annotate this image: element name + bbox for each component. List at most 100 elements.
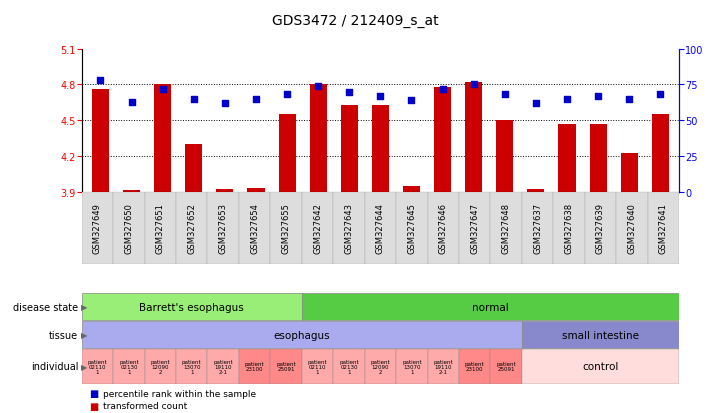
Point — [95, 78, 106, 84]
Text: ■: ■ — [89, 389, 98, 399]
Bar — [113, 349, 144, 384]
Bar — [239, 349, 270, 384]
Text: patient
23100: patient 23100 — [245, 361, 264, 372]
Bar — [113, 192, 144, 264]
Text: GSM327640: GSM327640 — [627, 203, 636, 254]
Text: patient
13070
1: patient 13070 1 — [402, 359, 422, 374]
Bar — [434, 88, 451, 192]
Bar — [208, 349, 239, 384]
Bar — [396, 192, 427, 264]
Text: patient
23100: patient 23100 — [465, 361, 484, 372]
Text: ■: ■ — [89, 401, 98, 411]
Bar — [589, 124, 606, 192]
Text: GSM327644: GSM327644 — [376, 203, 385, 254]
Text: Barrett's esophagus: Barrett's esophagus — [139, 302, 244, 312]
Bar — [309, 85, 327, 192]
Point — [375, 93, 386, 100]
Text: ▶: ▶ — [81, 302, 87, 311]
Bar — [176, 349, 208, 384]
Text: GSM327655: GSM327655 — [282, 203, 291, 254]
Bar — [459, 192, 491, 264]
Text: individual: individual — [31, 361, 78, 372]
Text: GSM327646: GSM327646 — [439, 203, 448, 254]
Bar — [239, 192, 270, 264]
Bar — [616, 192, 648, 264]
Bar — [247, 188, 264, 192]
Point — [157, 86, 169, 93]
Text: patient
12090
2: patient 12090 2 — [151, 359, 170, 374]
Bar — [82, 192, 113, 264]
Text: GSM327649: GSM327649 — [93, 203, 102, 254]
Bar — [584, 192, 616, 264]
Bar — [522, 349, 679, 384]
Text: percentile rank within the sample: percentile rank within the sample — [103, 389, 256, 398]
Bar — [372, 105, 389, 192]
Text: patient
02130
1: patient 02130 1 — [119, 359, 139, 374]
Bar — [82, 321, 522, 349]
Point — [624, 96, 635, 103]
Point — [437, 86, 448, 93]
Text: patient
13070
1: patient 13070 1 — [182, 359, 202, 374]
Point — [126, 99, 137, 106]
Bar — [144, 349, 176, 384]
Text: GSM327647: GSM327647 — [470, 203, 479, 254]
Text: GSM327645: GSM327645 — [407, 203, 417, 254]
Bar — [341, 105, 358, 192]
Point — [188, 96, 199, 103]
Bar — [427, 192, 459, 264]
Bar — [427, 349, 459, 384]
Text: GSM327648: GSM327648 — [502, 203, 510, 254]
Bar — [365, 349, 396, 384]
Bar — [82, 349, 113, 384]
Bar — [216, 190, 233, 192]
Point — [406, 97, 417, 104]
Text: control: control — [582, 361, 619, 372]
Bar — [154, 85, 171, 192]
Text: disease state: disease state — [13, 302, 78, 312]
Point — [343, 89, 355, 96]
Text: patient
19110
2-1: patient 19110 2-1 — [213, 359, 233, 374]
Text: normal: normal — [472, 302, 509, 312]
Bar — [522, 321, 679, 349]
Bar — [144, 192, 176, 264]
Bar — [522, 192, 553, 264]
Point — [655, 92, 666, 98]
Bar — [396, 349, 427, 384]
Bar — [459, 349, 491, 384]
Text: ▶: ▶ — [81, 362, 87, 371]
Point — [468, 82, 479, 88]
Bar — [621, 154, 638, 192]
Text: GSM327652: GSM327652 — [187, 203, 196, 254]
Bar — [185, 145, 203, 192]
Bar — [92, 90, 109, 192]
Bar — [301, 293, 679, 320]
Text: ▶: ▶ — [81, 330, 87, 339]
Bar — [301, 192, 333, 264]
Text: small intestine: small intestine — [562, 330, 639, 340]
Bar — [333, 349, 365, 384]
Text: esophagus: esophagus — [274, 330, 330, 340]
Bar — [403, 186, 420, 192]
Point — [282, 92, 293, 98]
Point — [562, 96, 573, 103]
Bar — [652, 115, 669, 192]
Text: GSM327641: GSM327641 — [659, 203, 668, 254]
Bar — [558, 124, 576, 192]
Bar — [82, 293, 301, 320]
Text: GSM327642: GSM327642 — [313, 203, 322, 254]
Text: patient
02110
1: patient 02110 1 — [308, 359, 327, 374]
Bar — [553, 192, 584, 264]
Point — [499, 92, 510, 98]
Text: patient
02130
1: patient 02130 1 — [339, 359, 359, 374]
Text: GSM327654: GSM327654 — [250, 203, 259, 254]
Text: GDS3472 / 212409_s_at: GDS3472 / 212409_s_at — [272, 14, 439, 28]
Text: GSM327639: GSM327639 — [596, 203, 605, 254]
Point — [250, 96, 262, 103]
Bar — [491, 192, 522, 264]
Text: patient
02110
1: patient 02110 1 — [87, 359, 107, 374]
Bar — [279, 115, 296, 192]
Text: patient
19110
2-1: patient 19110 2-1 — [434, 359, 453, 374]
Bar — [270, 192, 301, 264]
Bar — [491, 349, 522, 384]
Point — [219, 100, 230, 107]
